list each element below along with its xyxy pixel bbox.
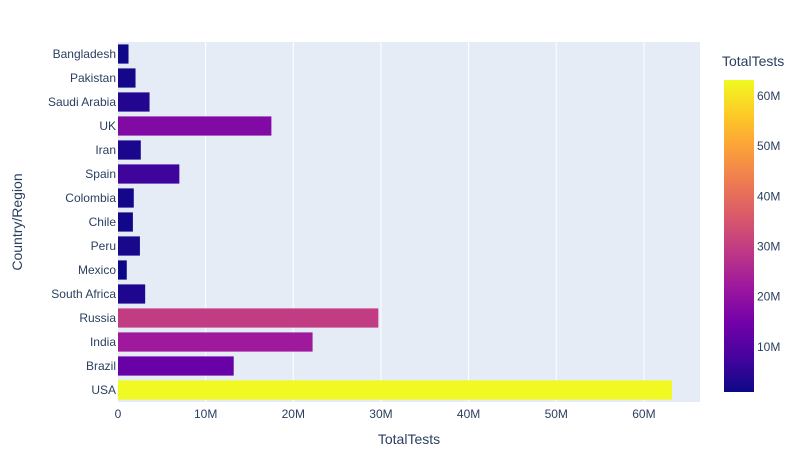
- x-axis-ticks: 0 10M 20M 30M 40M 50M 60M: [115, 407, 656, 421]
- bar-mexico: [118, 260, 127, 280]
- colorbar-tick-label: 50M: [757, 139, 780, 153]
- colorbar-tick-label: 20M: [757, 290, 780, 304]
- y-tick-label: Bangladesh: [53, 47, 116, 61]
- colorbar: TotalTests 10M 20M 30M 40M 50M 60M: [722, 53, 784, 392]
- y-tick-label: India: [90, 335, 116, 349]
- y-tick-label: Chile: [89, 215, 117, 229]
- x-tick-label: 50M: [545, 407, 568, 421]
- bar-bangladesh: [118, 44, 129, 64]
- y-tick-label: Russia: [79, 311, 116, 325]
- colorbar-ticks: 10M 20M 30M 40M 50M 60M: [757, 89, 780, 354]
- y-tick-label: Colombia: [65, 191, 116, 205]
- bar-iran: [118, 140, 141, 160]
- y-tick-label: Mexico: [78, 263, 116, 277]
- y-tick-label: Peru: [91, 239, 116, 253]
- y-tick-label: USA: [91, 383, 116, 397]
- x-tick-label: 60M: [632, 407, 655, 421]
- x-tick-label: 20M: [282, 407, 305, 421]
- bar-russia: [118, 308, 379, 328]
- x-axis-title: TotalTests: [378, 431, 440, 447]
- bar-brazil: [118, 356, 234, 376]
- bar-south-africa: [118, 284, 146, 304]
- gridlines: [205, 42, 645, 402]
- bar-colombia: [118, 188, 134, 208]
- x-tick-label: 0: [115, 407, 122, 421]
- y-tick-label: Brazil: [86, 359, 116, 373]
- colorbar-title: TotalTests: [722, 53, 784, 69]
- y-tick-label: Pakistan: [70, 71, 116, 85]
- bar-peru: [118, 236, 140, 256]
- y-tick-label: Spain: [85, 167, 116, 181]
- y-tick-label: Saudi Arabia: [48, 95, 116, 109]
- bar-pakistan: [118, 68, 136, 88]
- bar-chile: [118, 212, 133, 232]
- x-tick-label: 10M: [194, 407, 217, 421]
- colorbar-tick-label: 30M: [757, 240, 780, 254]
- y-axis-title: Country/Region: [9, 173, 25, 270]
- bars: [118, 44, 672, 400]
- colorbar-tick-label: 60M: [757, 89, 780, 103]
- y-tick-label: UK: [99, 119, 116, 133]
- colorbar-tick-label: 40M: [757, 189, 780, 203]
- bar-india: [118, 332, 313, 352]
- y-tick-label: Iran: [95, 143, 116, 157]
- x-tick-label: 40M: [457, 407, 480, 421]
- y-tick-label: South Africa: [51, 287, 116, 301]
- bar-uk: [118, 116, 272, 136]
- x-tick-label: 30M: [369, 407, 392, 421]
- bar-spain: [118, 164, 180, 184]
- bar-saudi-arabia: [118, 92, 150, 112]
- y-axis-ticks: Bangladesh Pakistan Saudi Arabia UK Iran Spai…: [48, 47, 116, 397]
- bar-usa: [118, 380, 672, 400]
- colorbar-tick-label: 10M: [757, 340, 780, 354]
- colorbar-gradient: [724, 80, 754, 392]
